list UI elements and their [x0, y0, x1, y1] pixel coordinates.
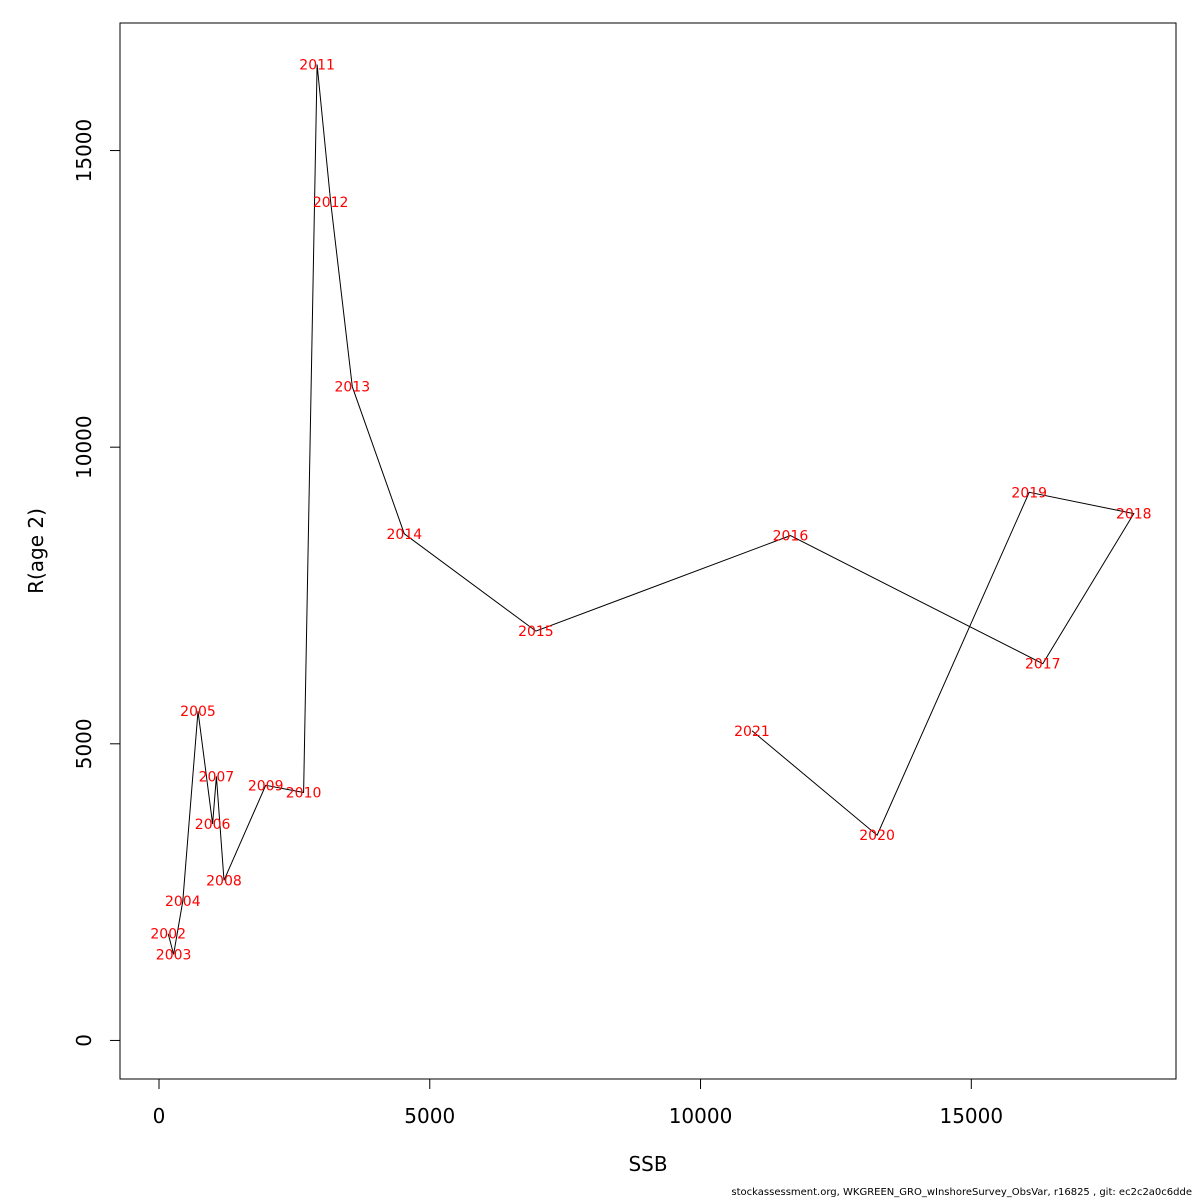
- point-label-2003: 2003: [156, 947, 192, 963]
- y-tick-label: 5000: [72, 718, 96, 769]
- plot-frame: [119, 22, 1177, 1080]
- y-axis-title: R(age 2): [24, 508, 48, 594]
- year-labels: 2002 2003 2004 2005 2006 2007 2008 2009 2010 2011…: [150, 58, 1151, 964]
- point-label-2021: 2021: [734, 724, 770, 740]
- series-line: [167, 64, 1135, 955]
- y-axis: 0 5000 10000 15000: [72, 119, 121, 1047]
- point-label-2018: 2018: [1116, 507, 1152, 523]
- point-label-2005: 2005: [180, 704, 216, 720]
- y-tick-label: 0: [72, 1034, 96, 1047]
- y-tick-label: 10000: [72, 415, 96, 479]
- footer-credit: stockassessment.org, WKGREEN_GRO_wInshor…: [731, 1187, 1192, 1198]
- point-label-2017: 2017: [1025, 657, 1061, 673]
- x-tick-label: 5000: [404, 1104, 455, 1128]
- x-tick-label: 10000: [669, 1104, 733, 1128]
- point-label-2008: 2008: [206, 873, 242, 889]
- point-label-2020: 2020: [859, 828, 895, 844]
- point-label-2012: 2012: [313, 195, 349, 211]
- point-label-2002: 2002: [150, 927, 186, 943]
- point-label-2011: 2011: [299, 58, 335, 74]
- point-label-2009: 2009: [248, 778, 284, 794]
- point-label-2015: 2015: [518, 624, 554, 640]
- x-tick-label: 0: [153, 1104, 166, 1128]
- point-label-2013: 2013: [334, 380, 370, 396]
- x-axis: 0 5000 10000 15000: [153, 1078, 1003, 1128]
- point-label-2016: 2016: [773, 529, 809, 545]
- point-label-2004: 2004: [165, 894, 201, 910]
- point-label-2010: 2010: [286, 785, 322, 801]
- y-tick-label: 15000: [72, 119, 96, 183]
- x-axis-title: SSB: [628, 1152, 667, 1176]
- point-label-2006: 2006: [195, 817, 231, 833]
- point-label-2007: 2007: [199, 769, 235, 785]
- point-label-2019: 2019: [1011, 485, 1047, 501]
- point-label-2014: 2014: [386, 527, 422, 543]
- ssb-recruitment-series: [167, 64, 1135, 955]
- x-tick-label: 15000: [939, 1104, 1003, 1128]
